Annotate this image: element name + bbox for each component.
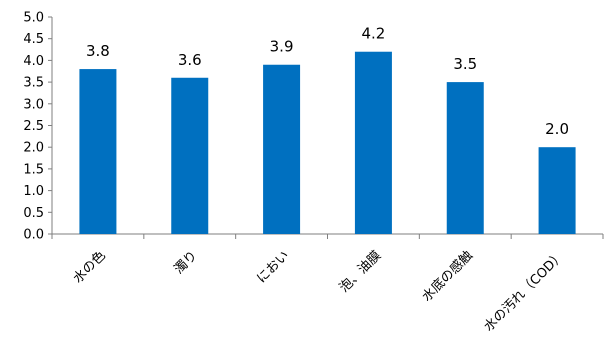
y-tick-label: 0.0 <box>23 228 44 243</box>
data-label: 3.6 <box>178 51 202 69</box>
category-label: におい <box>254 248 292 286</box>
y-tick-label: 5.0 <box>23 11 44 26</box>
bar <box>355 52 392 234</box>
bars <box>79 52 575 234</box>
data-label: 3.9 <box>270 38 294 56</box>
bar <box>263 65 300 234</box>
category-label: 水底の感触 <box>419 248 476 305</box>
bar <box>447 82 484 234</box>
category-labels: 水の色 濁り におい 泡、油膜 水底の感触 水の汚れ（COD） <box>70 248 568 335</box>
y-tick-label: 3.0 <box>23 97 44 112</box>
data-label: 2.0 <box>545 120 569 138</box>
category-label: 濁り <box>171 248 201 278</box>
bar <box>539 147 576 234</box>
y-tick-label: 4.5 <box>23 32 44 47</box>
y-tick-label: 1.0 <box>23 184 44 199</box>
y-tick-label: 2.0 <box>23 141 44 156</box>
bar <box>171 78 208 234</box>
y-tick-label: 2.5 <box>23 119 44 134</box>
bar <box>79 69 116 234</box>
category-label: 水の色 <box>70 248 109 287</box>
y-tick-label: 4.0 <box>23 54 44 69</box>
data-label: 3.5 <box>453 55 477 73</box>
data-label: 3.8 <box>86 42 110 60</box>
category-label: 泡、油膜 <box>337 248 384 295</box>
data-label: 4.2 <box>361 25 385 43</box>
x-axis <box>52 234 603 239</box>
y-axis: 0.0 0.5 1.0 1.5 2.0 2.5 3.0 3.5 4.0 4.5 5.0 <box>23 11 52 243</box>
y-tick-label: 0.5 <box>23 206 44 221</box>
y-tick-label: 3.5 <box>23 76 44 91</box>
y-tick-label: 1.5 <box>23 162 44 177</box>
data-labels: 3.8 3.6 3.9 4.2 3.5 2.0 <box>86 25 569 138</box>
category-label: 水の汚れ（COD） <box>481 248 567 334</box>
